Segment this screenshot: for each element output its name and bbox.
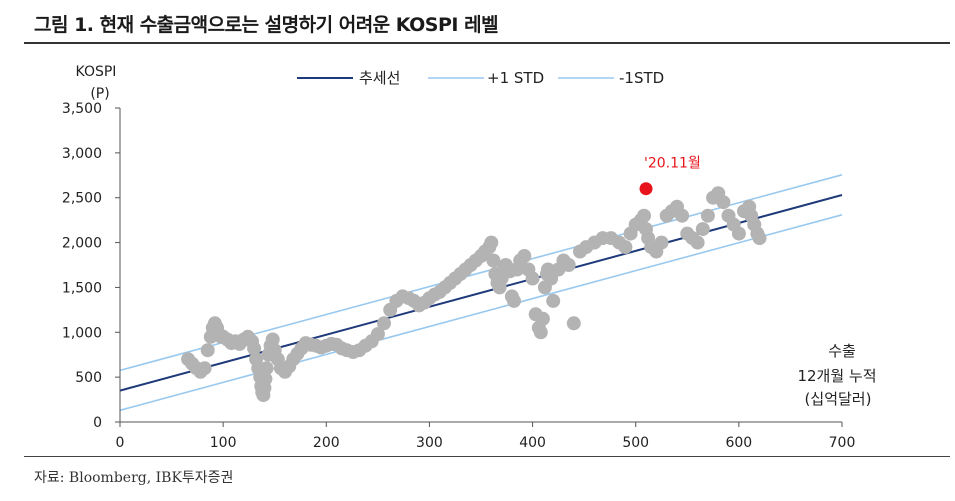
scatter-point xyxy=(675,208,690,223)
x-tick-label: 0 xyxy=(116,435,125,451)
highlight-label: '20.11월 xyxy=(644,156,701,172)
y-tick-label: 1,000 xyxy=(62,325,102,341)
axis-labels: KOSPI (P) 수출 12개월 누적 (십억달러) xyxy=(76,64,877,408)
scatter-point xyxy=(525,271,540,286)
scatter-point xyxy=(752,231,767,246)
scatter-point xyxy=(654,235,669,250)
footer-rule xyxy=(24,456,950,457)
scatter-point xyxy=(507,293,521,308)
y-tick-label: 3,500 xyxy=(62,101,102,117)
x-axis-label: 수출 xyxy=(828,342,856,360)
scatter-point xyxy=(690,235,705,250)
y-tick-label: 3,000 xyxy=(62,146,102,162)
scatter-point xyxy=(200,343,215,358)
scatter-point xyxy=(517,249,532,263)
trend-lines xyxy=(119,174,843,412)
y-tick-label: 2,500 xyxy=(62,191,102,207)
scatter-point xyxy=(566,316,581,331)
legend-label: +1 STD xyxy=(487,69,544,87)
highlight-group: '20.11월 xyxy=(639,156,701,196)
x-tick-label: 700 xyxy=(829,435,856,451)
x-tick-label: 600 xyxy=(725,435,752,451)
legend: 추세선 +1 STD -1STD xyxy=(297,69,664,87)
scatter-point xyxy=(377,316,391,331)
scatter-point xyxy=(197,361,212,376)
scatter-point xyxy=(716,195,731,210)
scatter-point xyxy=(259,361,274,376)
scatter-point xyxy=(247,341,262,356)
scatter-point xyxy=(695,222,710,237)
chart-title: 그림 1. 현재 수출금액으로는 설명하기 어려운 KOSPI 레벨 xyxy=(34,14,499,36)
y-axis-label: KOSPI xyxy=(76,64,117,80)
scatter-point xyxy=(486,253,501,268)
chart-area: KOSPI (P) 수출 12개월 누적 (십억달러) 추세선 +1 STD -1S… xyxy=(62,64,877,451)
y-axis-unit: (P) xyxy=(90,86,109,102)
scatter-point xyxy=(484,235,499,250)
axes: 0 500 1,000 1,500 2,000 2,500 3,000 3,500 0 100 20… xyxy=(62,101,855,451)
y-tick-label: 2,000 xyxy=(62,236,102,252)
legend-label: 추세선 xyxy=(359,69,400,87)
scatter-point xyxy=(535,311,550,326)
scatter-point xyxy=(700,208,715,223)
y-tick-label: 500 xyxy=(75,370,102,386)
y-tick-label: 0 xyxy=(93,415,102,431)
x-tick-label: 500 xyxy=(622,435,649,451)
scatter-point xyxy=(618,240,633,255)
x-tick-label: 400 xyxy=(519,435,546,451)
source-note: 자료: Bloomberg, IBK투자증권 xyxy=(34,470,234,486)
scatter-points xyxy=(181,186,767,403)
legend-label: -1STD xyxy=(619,69,664,87)
minus-1std-line xyxy=(119,214,843,412)
scatter-point xyxy=(561,258,576,272)
scatter-point xyxy=(546,293,561,308)
scatter-point xyxy=(637,208,651,223)
scatter-point xyxy=(731,226,746,241)
x-axis-unit: (십억달러) xyxy=(805,390,872,408)
title-rule xyxy=(24,42,950,44)
x-axis-label-period: 12개월 누적 xyxy=(797,367,876,385)
x-tick-label: 300 xyxy=(416,435,443,451)
highlight-point xyxy=(639,182,653,196)
scatter-point xyxy=(533,325,548,340)
scatter-point xyxy=(265,332,280,347)
x-tick-label: 200 xyxy=(313,435,340,451)
x-tick-label: 100 xyxy=(210,435,237,451)
y-tick-label: 1,500 xyxy=(62,280,102,296)
scatter-point xyxy=(370,327,385,342)
trend-line xyxy=(119,194,843,392)
scatter-point xyxy=(258,371,273,386)
